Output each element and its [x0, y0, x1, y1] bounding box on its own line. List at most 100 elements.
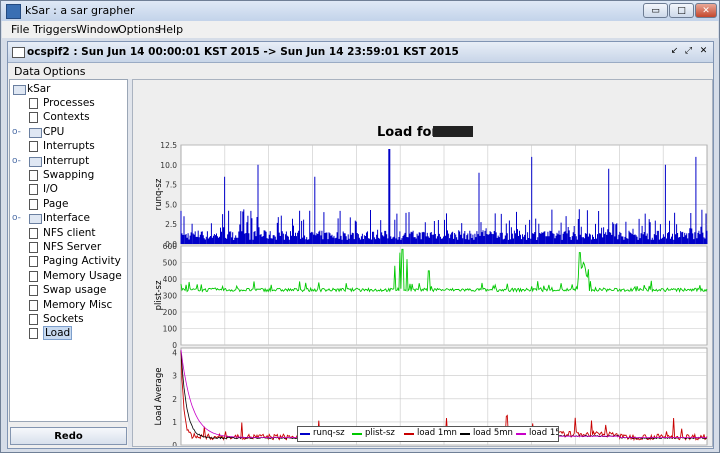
maximize-button[interactable]: □: [669, 3, 694, 18]
y-tick-label: 0: [172, 341, 177, 350]
tree-item-label: Paging Activity: [43, 255, 121, 268]
tree-item-label: CPU: [43, 125, 65, 138]
split-pane-divider[interactable]: [128, 79, 133, 447]
document-icon: [29, 270, 38, 282]
y-tick-label: 2: [172, 395, 177, 404]
tree-item-label: Processes: [43, 97, 95, 109]
legend-swatch: [404, 433, 414, 435]
legend-item: load 5mn: [473, 428, 513, 438]
tree-item-label: Swap usage: [43, 284, 107, 297]
y-tick-label: 0.0: [165, 240, 177, 249]
menu-data[interactable]: Data: [14, 65, 41, 78]
menu-help[interactable]: Help: [158, 23, 184, 36]
menu-triggers[interactable]: Triggers: [33, 23, 77, 36]
app-icon: [6, 4, 21, 19]
y-tick-label: 100: [163, 325, 178, 334]
tree-item-label: NFS Server: [43, 241, 102, 253]
menu-options[interactable]: Options: [118, 23, 161, 36]
legend-swatch: [300, 433, 310, 435]
y-tick-label: 3: [172, 372, 177, 381]
document-icon: [29, 112, 38, 124]
iconify-frame-button[interactable]: ↙: [670, 46, 679, 56]
tree-item-label: Interface: [43, 212, 91, 225]
legend-swatch: [352, 433, 362, 435]
tree-item-label: Sockets: [43, 313, 84, 325]
legend-swatch: [516, 433, 526, 435]
legend-item: load 1mn: [417, 428, 457, 438]
legend-swatch: [460, 433, 470, 435]
tree-item-label: I/O: [43, 183, 58, 196]
chart-title: Load for: [377, 125, 438, 140]
y-tick-label: 500: [163, 259, 178, 268]
tree-item-label: Swapping: [43, 169, 95, 181]
legend-item: plist-sz: [365, 428, 395, 438]
chart-panel: Load for 0.0 2.5 5.0 7.5 10.0 12.5 runq-sz 0 100 2…: [132, 79, 713, 447]
tree-root-label: kSar: [27, 83, 51, 95]
series-line-plist-sz: [180, 248, 708, 293]
minimize-button[interactable]: ▭: [643, 3, 668, 18]
y-tick-label: 400: [163, 275, 178, 284]
legend-item: runq-sz: [313, 428, 345, 438]
tree-item-label: NFS client: [43, 226, 96, 239]
y-tick-label: 4: [172, 349, 177, 358]
y-tick-label: 1: [172, 418, 177, 427]
y-tick-label: 12.5: [160, 141, 177, 150]
tree-item-label: Contexts: [43, 111, 90, 124]
menu-frame-options[interactable]: Options: [43, 65, 86, 78]
document-icon: [29, 328, 38, 340]
document-icon: [29, 141, 38, 153]
tree-item-label: Interrupts: [43, 140, 95, 153]
internal-frame-title: ocspif2 : Sun Jun 14 00:00:01 KST 2015 -…: [27, 46, 459, 58]
tree-item-label: Memory Misc: [43, 298, 113, 311]
document-icon: [29, 256, 38, 268]
y-tick-label: 200: [163, 308, 178, 317]
chart-legend: runq-sz plist-sz load 1mn load 5mn load 15mn: [297, 426, 559, 442]
y-tick-label: 600: [163, 242, 178, 251]
document-icon: [29, 184, 38, 196]
y-tick-label: 10.0: [160, 161, 177, 170]
redacted-hostname: [433, 126, 473, 137]
series-line-runq-sz: [180, 149, 708, 244]
document-icon: [29, 314, 38, 325]
tree-item-label: Page: [43, 197, 69, 210]
menu-window[interactable]: Window: [76, 23, 120, 36]
internal-frame: ocspif2 : Sun Jun 14 00:00:01 KST 2015 -…: [7, 41, 714, 449]
y-axis-label: plist-sz: [154, 280, 164, 310]
y-tick-label: 5.0: [165, 200, 177, 209]
maximize-frame-button[interactable]: ⤢: [684, 46, 693, 56]
document-icon: [29, 242, 38, 253]
expand-handle-icon[interactable]: o-: [12, 155, 21, 166]
internal-frame-titlebar[interactable]: ocspif2 : Sun Jun 14 00:00:01 KST 2015 -…: [8, 42, 713, 63]
document-icon: [29, 299, 38, 311]
y-tick-label: 0: [172, 441, 177, 446]
tree-item-label: Load: [43, 326, 73, 341]
document-icon: [29, 285, 38, 297]
y-tick-label: 7.5: [165, 181, 177, 190]
folder-icon: [13, 85, 26, 95]
y-tick-label: 300: [163, 292, 178, 301]
frame-icon: [12, 47, 25, 58]
menu-file[interactable]: File: [11, 23, 30, 36]
y-tick-label: 2.5: [165, 220, 177, 229]
menubar: File Triggers Window Options Help: [2, 21, 718, 38]
window-title: kSar : a sar grapher: [25, 4, 135, 17]
expand-handle-icon[interactable]: o-: [12, 213, 21, 224]
close-button[interactable]: ✕: [695, 3, 717, 18]
redo-button[interactable]: Redo: [10, 427, 127, 445]
document-icon: [29, 98, 38, 109]
legend-item: load 15mn: [529, 428, 558, 438]
load-chart: Load for 0.0 2.5 5.0 7.5 10.0 12.5 runq-sz 0 100 2…: [154, 125, 708, 446]
document-icon: [29, 198, 38, 210]
expand-handle-icon[interactable]: o-: [12, 126, 21, 137]
document-icon: [29, 227, 38, 239]
close-frame-button[interactable]: ✕: [699, 46, 708, 56]
window-titlebar[interactable]: kSar : a sar grapher ▭ □ ✕: [1, 1, 719, 21]
y-axis-label: Load Average: [154, 368, 164, 426]
tree-item-label: Interrupt: [43, 154, 90, 167]
internal-frame-menubar: Data Options: [8, 63, 713, 79]
folder-icon: [29, 127, 42, 138]
document-icon: [29, 170, 38, 181]
folder-icon: [29, 156, 42, 167]
y-axis-label: runq-sz: [154, 178, 164, 210]
